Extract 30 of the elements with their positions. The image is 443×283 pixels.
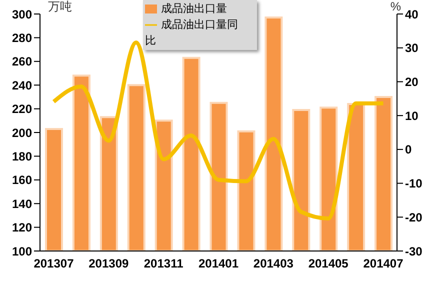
y-axis-title: 万吨 xyxy=(48,0,72,14)
x-tick-label: 201401 xyxy=(198,256,239,271)
x-tick-label: 201307 xyxy=(34,256,74,271)
x-tick-label: 201407 xyxy=(363,256,404,271)
x-tick-label: 201405 xyxy=(308,256,349,271)
y2-tick-label: 30 xyxy=(405,41,419,56)
y2-tick-label: -30 xyxy=(405,244,423,258)
y-tick-label: 140 xyxy=(12,196,32,211)
x-tick-label: 201309 xyxy=(88,256,129,271)
x-tick-label: 201403 xyxy=(253,256,294,271)
y-tick-label: 220 xyxy=(12,102,32,116)
y2-tick-label: 40 xyxy=(405,7,419,22)
y-tick-label: 120 xyxy=(12,220,32,235)
y2-tick-label: -20 xyxy=(405,210,423,224)
y-tick-label: 180 xyxy=(12,149,32,164)
y2-tick-label: 10 xyxy=(405,108,419,123)
y2-tick-label: 0 xyxy=(405,142,412,157)
y2-tick-label: -10 xyxy=(405,176,423,191)
y-tick-label: 160 xyxy=(12,173,32,188)
y2-tick-label: 20 xyxy=(405,74,419,89)
x-tick-label: 201311 xyxy=(144,256,184,271)
y-tick-label: 200 xyxy=(12,126,32,140)
y2-axis-title: % xyxy=(390,0,402,14)
y-tick-label: 300 xyxy=(12,7,32,22)
legend-label: 成品油出口量同比 xyxy=(145,19,238,47)
legend-label: 成品油出口量 xyxy=(161,3,227,15)
y-tick-label: 280 xyxy=(12,30,32,45)
y-tick-label: 260 xyxy=(12,54,32,69)
y-tick-label: 240 xyxy=(12,78,32,92)
y-tick-label: 100 xyxy=(12,244,32,258)
